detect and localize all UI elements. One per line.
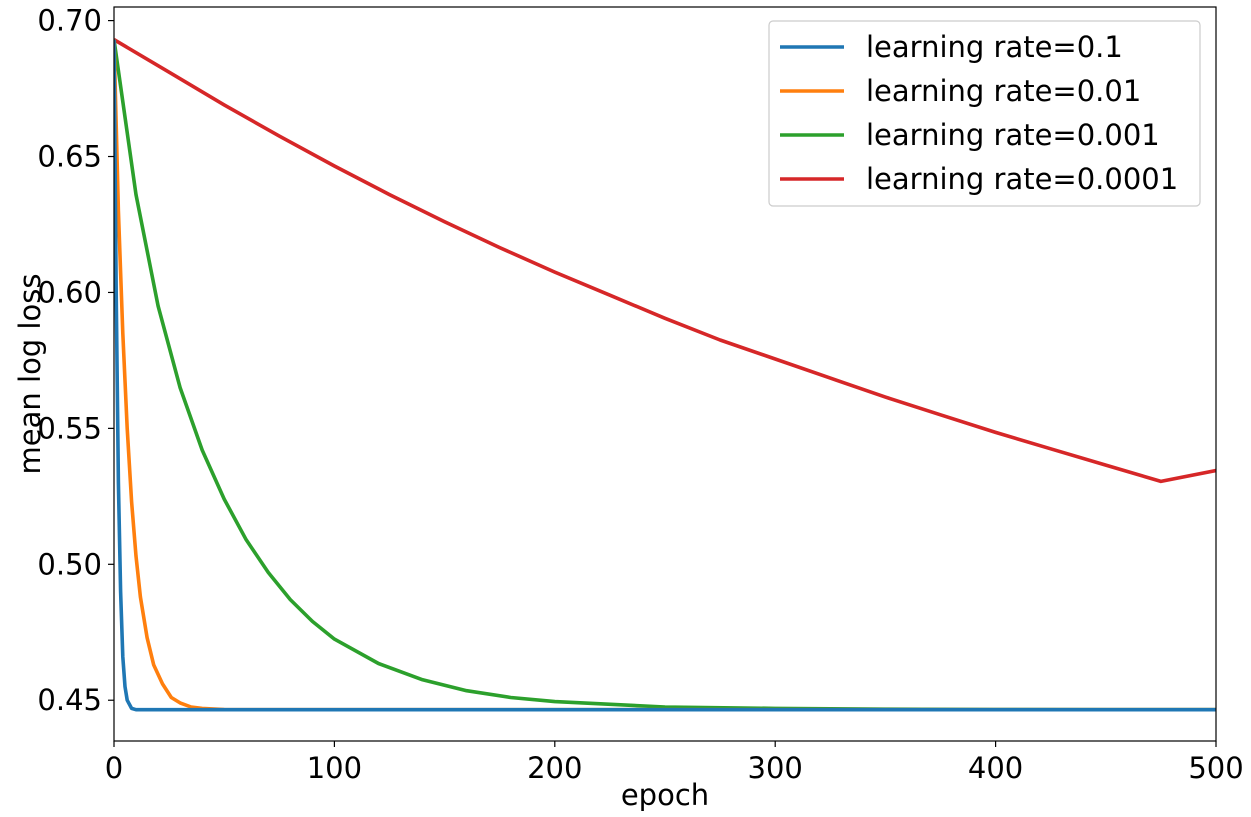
- y-tick-label: 0.55: [37, 411, 102, 445]
- x-tick-label: 300: [748, 751, 803, 785]
- legend-label-0: learning rate=0.1: [866, 30, 1123, 64]
- legend-box: [768, 20, 1201, 207]
- y-tick-label: 0.50: [37, 547, 102, 581]
- y-tick-label: 0.45: [37, 683, 102, 717]
- series-line-3: [114, 38, 1216, 484]
- legend-label-1: learning rate=0.01: [866, 74, 1141, 108]
- x-tick-label: 500: [1188, 751, 1243, 785]
- y-tick-label: 0.65: [37, 140, 102, 174]
- x-tick-label: 200: [527, 751, 582, 785]
- legend-label-3: learning rate=0.0001: [866, 162, 1178, 196]
- x-tick-label: 0: [105, 751, 123, 785]
- legend-label-2: learning rate=0.001: [866, 118, 1160, 152]
- legend: learning rate=0.1 learning rate=0.01 learn…: [768, 20, 1201, 207]
- x-tick-label: 400: [968, 751, 1023, 785]
- y-tick-label: 0.60: [37, 275, 102, 309]
- y-axis-label: mean log loss: [13, 274, 47, 475]
- plot-lines: [114, 38, 1216, 712]
- x-axis-ticks: 0 100 200 300 400 500: [105, 741, 1244, 785]
- plot-frame: [113, 6, 1217, 742]
- x-tick-label: 100: [307, 751, 362, 785]
- x-axis-label: epoch: [621, 778, 709, 812]
- series-line-0: [114, 39, 1216, 712]
- y-axis-ticks: 0.45 0.50 0.55 0.60 0.65 0.70: [37, 4, 114, 717]
- y-tick-label: 0.70: [37, 4, 102, 38]
